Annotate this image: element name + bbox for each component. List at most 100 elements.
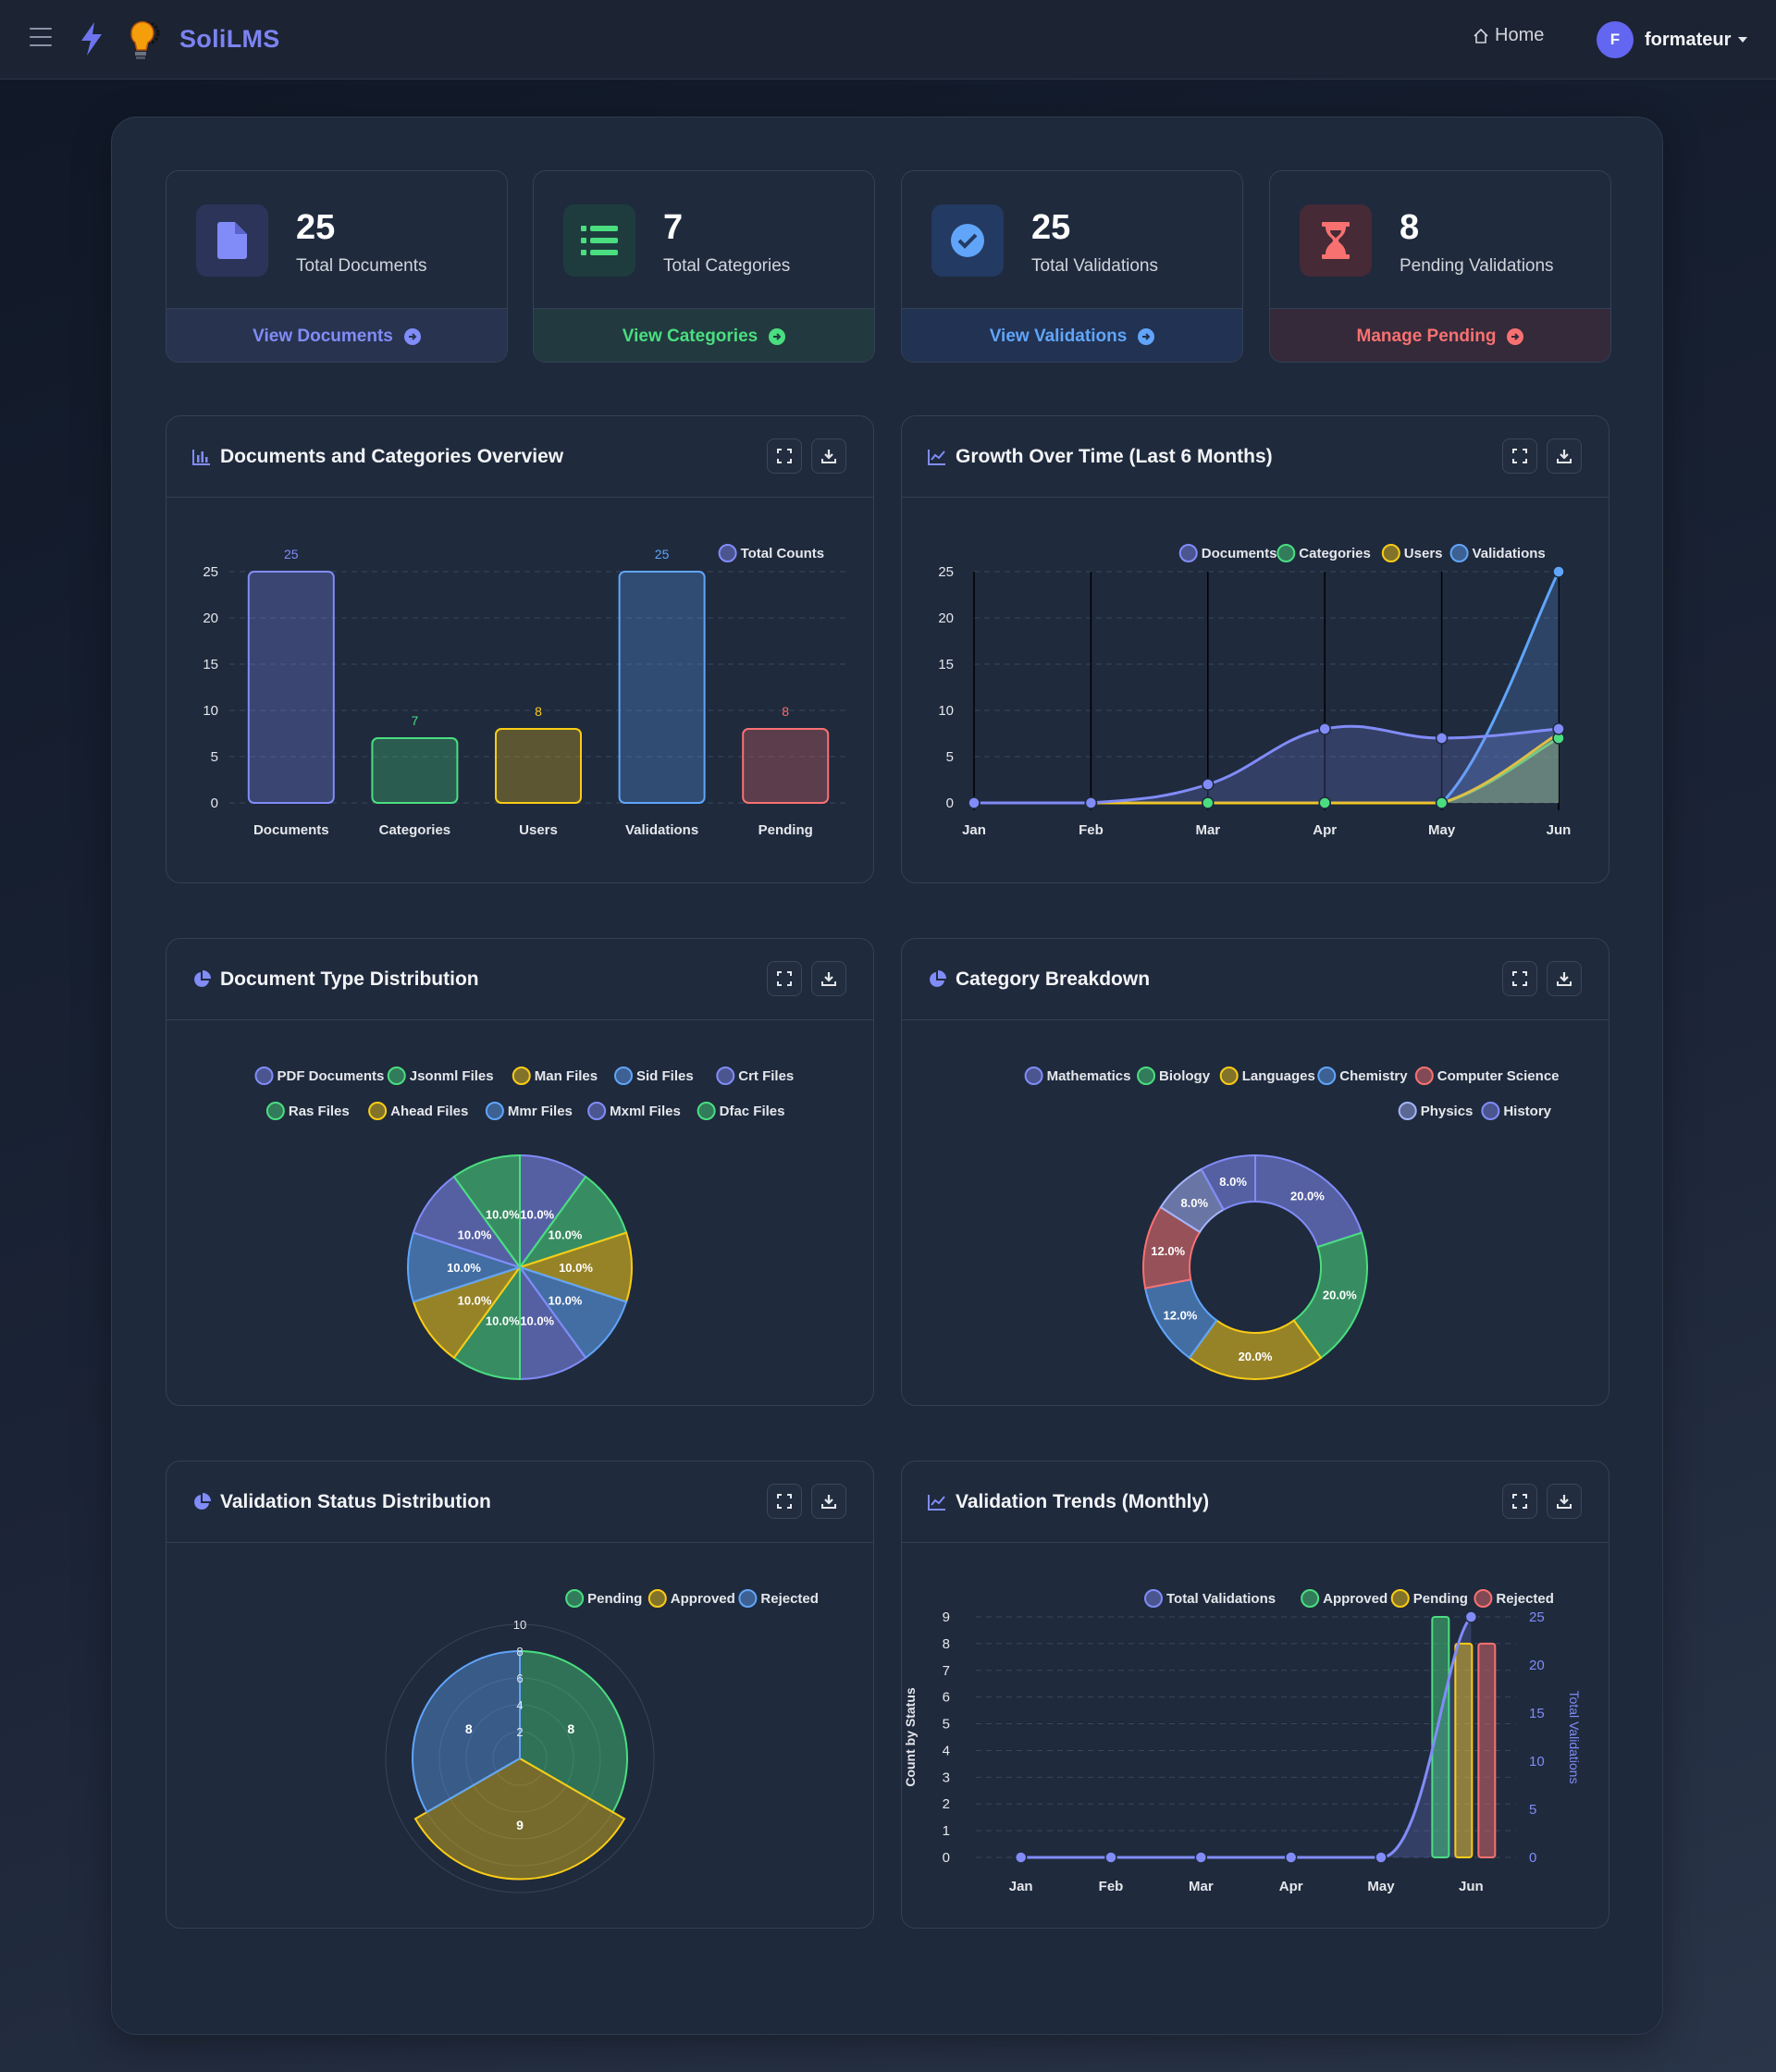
download-button[interactable] [811, 438, 846, 474]
doctype-pie-chart: PDF Documents Jsonml Files Man Files Sid Fi… [254, 1067, 794, 1381]
legend-label: Approved [1323, 1591, 1388, 1607]
download-icon [1557, 1495, 1572, 1509]
data-label: 8 [782, 704, 789, 719]
brand-name[interactable]: SoliLMS [179, 25, 280, 53]
y-tick-label: 3 [943, 1770, 950, 1785]
legend-label: Computer Science [1437, 1068, 1560, 1084]
bolt-icon[interactable] [80, 22, 104, 56]
download-button[interactable] [1547, 1484, 1582, 1519]
slice-label: 10.0% [458, 1227, 492, 1241]
fullscreen-button[interactable] [1502, 1484, 1537, 1519]
segment-label: 8 [465, 1721, 473, 1736]
expand-icon [1512, 1494, 1527, 1509]
stat-value: 8 [1400, 208, 1420, 247]
manage-pending-link[interactable]: Manage Pending [1270, 308, 1610, 362]
panel-title: Document Type Distribution [220, 968, 479, 990]
series-area [974, 726, 1559, 803]
bar [495, 728, 582, 804]
data-point [1194, 1851, 1208, 1864]
user-menu[interactable]: F formateur [1597, 21, 1748, 58]
data-point [1318, 796, 1331, 809]
stat-link-label: Manage Pending [1356, 326, 1497, 346]
legend-label: Total Validations [1166, 1591, 1276, 1607]
x-tick-label: May [1428, 822, 1456, 838]
download-icon [821, 450, 836, 463]
legend-swatch [1024, 1067, 1043, 1085]
fullscreen-button[interactable] [767, 438, 802, 474]
home-link[interactable]: Home [1473, 25, 1544, 46]
panel-title: Growth Over Time (Last 6 Months) [956, 446, 1273, 467]
bar-chart-icon [192, 450, 210, 465]
y-tick-label: 10 [203, 703, 218, 719]
fullscreen-button[interactable] [767, 1484, 802, 1519]
validation-trends-chart-panel: Validation Trends (Monthly) 0 1 2 3 4 5 6 7 8 9 0 5… [901, 1461, 1610, 1929]
x-tick-label: Pending [758, 822, 813, 838]
slice-label: 12.0% [1164, 1308, 1198, 1322]
donut-slice [1200, 1153, 1256, 1212]
radial-tick-label: 2 [516, 1725, 523, 1739]
data-point [1435, 732, 1449, 745]
stat-card-pending: 8 Pending Validations Manage Pending [1269, 170, 1611, 363]
fullscreen-button[interactable] [1502, 961, 1537, 996]
fullscreen-button[interactable] [767, 961, 802, 996]
legend-label: Languages [1242, 1068, 1315, 1084]
chevron-down-icon [1738, 37, 1748, 43]
check-circle-icon [931, 204, 1004, 277]
legend-label: Mmr Files [508, 1104, 573, 1119]
legend-swatch [1317, 1067, 1337, 1085]
download-button[interactable] [1547, 438, 1582, 474]
hourglass-icon [1300, 204, 1372, 277]
slice-label: 12.0% [1151, 1244, 1185, 1258]
list-icon [563, 204, 635, 277]
legend-swatch [1398, 1102, 1417, 1120]
arrow-right-circle-icon [403, 327, 421, 345]
y-tick-label: 1 [943, 1823, 950, 1839]
x-tick-label: Mar [1195, 822, 1220, 838]
slice-label: 10.0% [458, 1294, 492, 1308]
legend-label: Validations [1473, 546, 1546, 561]
view-validations-link[interactable]: View Validations [902, 308, 1242, 362]
download-button[interactable] [1547, 961, 1582, 996]
home-link-label: Home [1495, 25, 1545, 45]
slice-label: 10.0% [447, 1261, 481, 1275]
pie-slice [412, 1175, 523, 1269]
y-tick-label: 0 [946, 796, 954, 811]
download-button[interactable] [811, 961, 846, 996]
legend-swatch [1474, 1589, 1493, 1608]
sidebar-toggle-button[interactable] [30, 28, 52, 48]
expand-icon [1512, 971, 1527, 986]
legend-label: Physics [1421, 1104, 1474, 1119]
y-tick-label: 15 [938, 657, 954, 672]
x-tick-label: Documents [253, 822, 329, 838]
y2-tick-label: 25 [1529, 1610, 1545, 1625]
y-tick-label: 5 [943, 1717, 950, 1733]
top-navbar: SoliLMS Home F formateur [0, 0, 1776, 80]
data-point [1202, 778, 1215, 791]
legend-label: Approved [671, 1591, 735, 1607]
y-tick-label: 7 [943, 1663, 950, 1679]
validation-status-chart-panel: Validation Status Distribution Pending Ap… [166, 1461, 874, 1929]
pie-slice [517, 1175, 628, 1269]
y-tick-label: 5 [946, 749, 954, 765]
x-tick-label: May [1367, 1879, 1395, 1894]
download-button[interactable] [811, 1484, 846, 1519]
view-categories-link[interactable]: View Categories [534, 308, 874, 362]
panel-title: Validation Trends (Monthly) [956, 1491, 1210, 1512]
radial-tick-label: 4 [516, 1698, 523, 1712]
y2-tick-label: 20 [1529, 1658, 1545, 1673]
panel-title: Documents and Categories Overview [220, 446, 564, 467]
fullscreen-button[interactable] [1502, 438, 1537, 474]
legend-label: PDF Documents [278, 1068, 385, 1084]
y-axis-title: Count by Status [903, 1687, 918, 1787]
pie-chart-icon [194, 1493, 211, 1510]
legend-swatch [1276, 544, 1296, 562]
legend-swatch [1381, 544, 1400, 562]
legend-swatch [485, 1102, 504, 1120]
slice-label: 20.0% [1323, 1289, 1357, 1302]
y2-tick-label: 5 [1529, 1802, 1536, 1818]
legend-swatch [1481, 1102, 1500, 1120]
overview-chart-panel: Documents and Categories Overview 0 5 10 15… [166, 415, 874, 883]
view-documents-link[interactable]: View Documents [166, 308, 507, 362]
legend-label: Man Files [535, 1068, 598, 1084]
series-area [974, 734, 1559, 803]
